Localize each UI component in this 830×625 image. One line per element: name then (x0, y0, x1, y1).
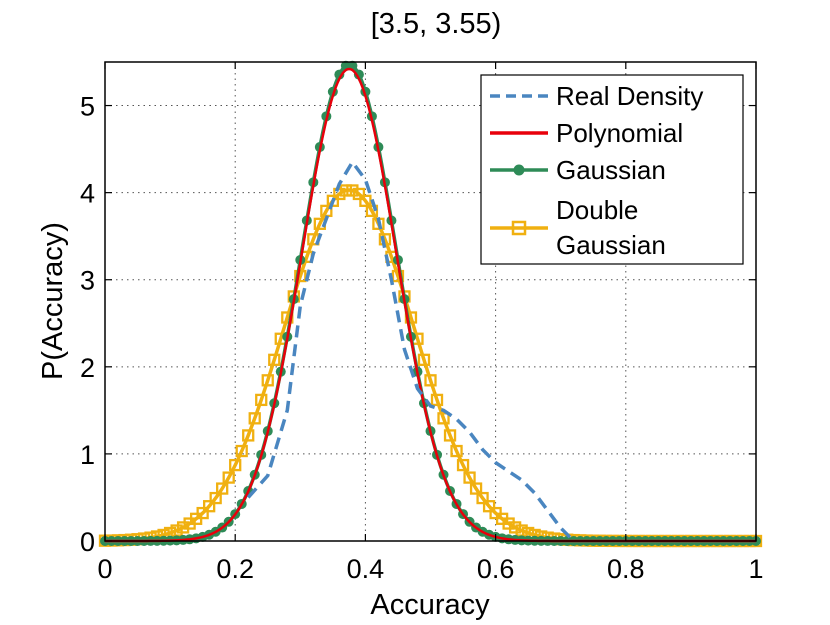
x-tick-label: 0.8 (607, 554, 645, 584)
double-gaussian-marker (424, 374, 437, 387)
double-gaussian-marker (229, 458, 242, 472)
y-tick-label: 4 (80, 179, 95, 209)
double-gaussian-marker (417, 353, 431, 366)
tick-labels: 0 0.2 0.4 0.6 0.8 1 0 1 2 3 4 5 (80, 92, 764, 584)
y-axis-label: P(Accuracy) (37, 222, 69, 380)
double-gaussian-marker (443, 429, 457, 442)
double-gaussian-marker (196, 506, 209, 520)
legend: Real Density Polynomial Gaussian Double … (480, 74, 744, 265)
double-gaussian-marker (248, 412, 261, 425)
double-gaussian-marker (294, 269, 307, 283)
chart-title: [3.5, 3.55) (371, 8, 502, 40)
legend-label-gaussian: Gaussian (556, 155, 666, 185)
x-tick-label: 0.2 (216, 554, 254, 584)
double-gaussian-marker (450, 444, 463, 458)
ticks (104, 62, 757, 542)
gaussian-marker (353, 69, 364, 80)
legend-label-real-density: Real Density (556, 81, 703, 111)
y-tick-label: 3 (80, 266, 95, 296)
double-gaussian-marker (437, 412, 450, 425)
double-gaussian-marker (333, 187, 346, 201)
y-tick-label: 5 (80, 92, 95, 122)
y-tick-label: 0 (80, 527, 95, 557)
legend-marker-gaussian (513, 164, 525, 176)
double-gaussian-marker (482, 500, 496, 513)
double-gaussian-marker (235, 444, 248, 458)
double-gaussian-marker (339, 184, 353, 197)
double-gaussian-marker (209, 491, 222, 505)
double-gaussian-marker (203, 500, 216, 513)
double-gaussian-marker (222, 471, 235, 484)
double-gaussian-marker (430, 393, 444, 407)
grid (105, 62, 756, 541)
x-axis-label: Accuracy (370, 589, 490, 621)
double-gaussian-marker (346, 184, 359, 197)
gaussian-marker (334, 69, 345, 80)
double-gaussian-marker (216, 482, 229, 495)
series-line-real-density (246, 159, 575, 543)
double-gaussian-marker (476, 491, 489, 505)
legend-marker-double-gaussian (511, 220, 527, 236)
double-gaussian-marker (391, 269, 405, 283)
double-gaussian-marker (242, 429, 255, 442)
y-tick-label: 1 (80, 440, 95, 470)
double-gaussian-marker (359, 194, 372, 207)
x-tick-label: 0.6 (477, 554, 515, 584)
x-tick-label: 1 (748, 554, 763, 584)
y-tick-label: 2 (80, 353, 95, 383)
legend-label-polynomial: Polynomial (556, 118, 683, 148)
double-gaussian-marker (469, 482, 483, 495)
plot-frame (104, 61, 757, 542)
double-gaussian-marker (463, 471, 476, 484)
double-gaussian-marker (261, 374, 274, 387)
double-gaussian-marker (365, 204, 379, 218)
double-gaussian-marker (456, 458, 470, 472)
double-gaussian-marker (268, 353, 281, 366)
legend-label-double-gaussian: Gaussian (556, 230, 666, 260)
double-gaussian-marker (255, 393, 268, 407)
double-gaussian-marker (352, 187, 366, 201)
x-tick-label: 0.4 (347, 554, 385, 584)
legend-label-double: Double (556, 195, 638, 225)
double-gaussian-marker (508, 521, 522, 534)
x-tick-label: 0 (97, 554, 112, 584)
